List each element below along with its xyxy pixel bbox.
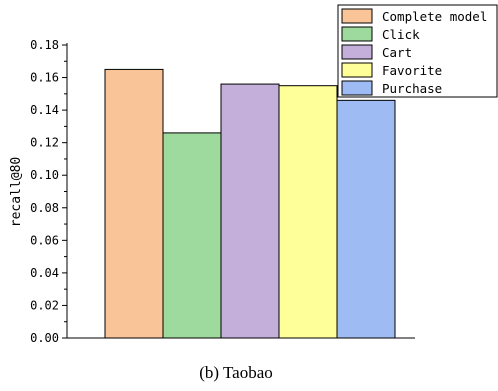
bar-click	[162, 132, 222, 339]
legend-label: Favorite	[382, 63, 442, 78]
legend-swatch	[341, 80, 373, 96]
legend-swatch	[341, 62, 373, 78]
y-tick-label: 0.02	[30, 298, 59, 312]
bars-group	[104, 68, 396, 339]
y-axis-label: recall@80	[9, 157, 24, 227]
bar-purchase	[336, 99, 396, 339]
y-tick-label: 0.04	[30, 266, 59, 280]
y-tick-label: 0.18	[30, 38, 59, 52]
y-tick-label: 0.08	[30, 201, 59, 215]
legend-label: Complete model	[382, 9, 487, 24]
legend-label: Cart	[382, 45, 412, 60]
y-axis: 0.00 0.02 0.04 0.06 0.08 0.10 0.12 0.14 0.16 0.18	[30, 38, 415, 345]
legend-swatch	[341, 44, 373, 60]
legend: Complete model Click Cart Favorite Purchase	[337, 4, 498, 98]
y-tick-label: 0.14	[30, 103, 59, 117]
y-tick-label: 0.16	[30, 71, 59, 85]
legend-label: Click	[382, 27, 420, 42]
y-tick-label: 0.06	[30, 233, 59, 247]
bar-cart	[220, 83, 280, 339]
bar-favorite	[278, 85, 338, 339]
y-tick-label: 0.00	[30, 331, 59, 345]
legend-swatch	[341, 8, 373, 24]
caption: (b) Taobao	[199, 363, 273, 382]
legend-swatch	[341, 26, 373, 42]
legend-label: Purchase	[382, 81, 442, 96]
y-tick-label: 0.12	[30, 136, 59, 150]
y-tick-label: 0.10	[30, 168, 59, 182]
bar-complete-model	[104, 68, 164, 339]
